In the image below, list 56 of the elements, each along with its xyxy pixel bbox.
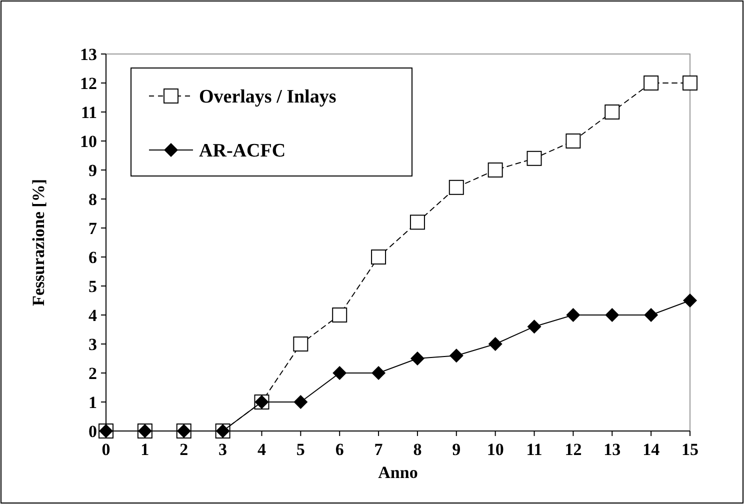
point [527, 320, 542, 334]
x-tick-label: 1 [140, 440, 150, 459]
y-tick-label: 9 [88, 160, 97, 180]
point [410, 352, 424, 366]
y-tick-label: 1 [88, 392, 97, 412]
y-tick-label: 10 [80, 132, 97, 151]
y-tick-label: 13 [80, 44, 97, 64]
x-tick-label: 4 [257, 440, 266, 459]
x-tick-label: 7 [374, 440, 384, 459]
point [526, 150, 542, 166]
point [410, 214, 425, 230]
point [644, 308, 658, 322]
y-tick-label: 0 [88, 422, 97, 441]
x-tick-label: 6 [335, 440, 344, 459]
y-axis-title: Fessurazione [%] [29, 178, 48, 306]
x-tick-label: 11 [526, 440, 542, 459]
x-tick-label: 9 [452, 440, 461, 459]
point [293, 336, 308, 352]
y-tick-label: 6 [88, 248, 97, 267]
x-tick-label: 12 [564, 440, 582, 459]
point [372, 366, 386, 380]
point [294, 395, 308, 409]
legend-label: AR-ACFC [199, 140, 286, 162]
point [683, 294, 697, 308]
point [448, 180, 464, 195]
y-tick-label: 11 [80, 102, 97, 122]
point [449, 348, 464, 363]
point [332, 308, 348, 322]
x-tick-label: 2 [180, 440, 188, 459]
point [371, 250, 386, 264]
point [488, 162, 503, 178]
point [566, 134, 581, 148]
x-tick-label: 5 [296, 440, 305, 459]
y-tick-label: 7 [88, 218, 98, 238]
point [605, 308, 620, 322]
x-axis-title: Anno [378, 463, 418, 482]
x-tick-label: 13 [604, 440, 621, 459]
x-tick-label: 15 [682, 440, 698, 459]
y-tick-label: 5 [88, 276, 97, 296]
point [488, 337, 502, 351]
x-tick-label: 8 [413, 440, 422, 459]
x-tick-label: 10 [486, 440, 504, 459]
point [604, 104, 620, 120]
point [566, 308, 580, 322]
y-tick-label: 12 [80, 74, 97, 93]
legend-label: Overlays / Inlays [199, 86, 336, 108]
y-tick-label: 3 [88, 334, 97, 354]
y-tick-label: 8 [88, 190, 97, 209]
y-tick-label: 2 [88, 364, 97, 383]
x-tick-label: 14 [642, 440, 660, 459]
y-tick-label: 4 [88, 306, 98, 325]
x-tick-label: 0 [102, 440, 110, 459]
point [332, 366, 347, 380]
point [644, 76, 659, 90]
x-tick-label: 3 [218, 440, 228, 459]
point [682, 76, 698, 90]
